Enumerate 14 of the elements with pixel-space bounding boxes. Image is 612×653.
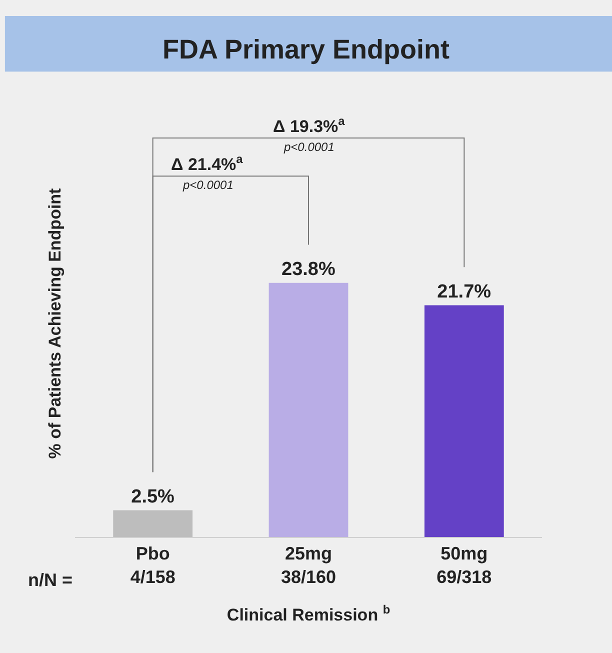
data-label: 21.7% xyxy=(437,281,492,302)
text: Δ 19.3%$^{a}$ xyxy=(273,114,346,136)
x-tick-label: 25mg 38/160 xyxy=(280,544,336,587)
text: Δ 21.4%$^{a}$ xyxy=(171,152,244,174)
x-axis-title: Clinical Remission $^{b}$ xyxy=(226,602,390,624)
x-tick-label: 50mg 69/318 xyxy=(436,544,492,587)
text: p<0.0001 xyxy=(182,178,234,192)
chart-title: FDA Primary Endpoint xyxy=(162,34,450,64)
data-label: 2.5% xyxy=(131,486,175,508)
y-axis-title: % of Patients Achieving Endpoint xyxy=(46,188,65,459)
data-label: 23.8% xyxy=(282,258,336,280)
text: n/N = xyxy=(28,570,73,590)
x-tick-label: Pbo 4/158 xyxy=(130,544,176,587)
text: p<0.0001 xyxy=(283,140,334,154)
